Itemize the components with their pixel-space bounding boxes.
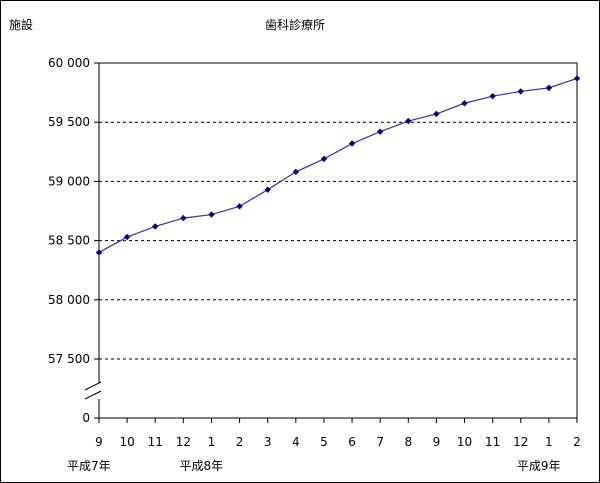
axis-break-mark <box>84 390 102 400</box>
y-tick-label: 59 000 <box>48 174 90 188</box>
x-year-label: 平成7年 <box>67 459 111 473</box>
data-point <box>348 140 356 147</box>
data-point <box>236 203 243 210</box>
x-tick-label: 11 <box>148 435 163 449</box>
axis-break-mark <box>84 381 102 391</box>
data-point <box>180 214 187 222</box>
x-tick-label: 5 <box>320 435 328 449</box>
x-tick-label: 4 <box>292 435 300 449</box>
y-tick-label: 60 000 <box>48 56 90 70</box>
x-year-label: 平成9年 <box>517 459 561 473</box>
data-point <box>405 117 412 125</box>
x-tick-label: 2 <box>236 435 244 449</box>
series-line <box>98 77 578 253</box>
axes <box>84 62 578 423</box>
x-tick-label: 9 <box>433 435 441 449</box>
data-point <box>123 233 131 241</box>
data-point <box>461 100 468 107</box>
data-point <box>517 88 524 95</box>
x-tick-label: 6 <box>348 435 356 449</box>
data-point <box>376 128 384 135</box>
x-tick-label: 1 <box>208 435 216 449</box>
x-tick-label: 2 <box>573 435 581 449</box>
gridlines <box>99 121 577 360</box>
x-tick-label: 12 <box>176 435 191 449</box>
y-axis-title: 施設 <box>9 17 33 32</box>
data-point <box>208 211 215 218</box>
x-year-label: 平成8年 <box>179 459 223 473</box>
x-tick-label: 10 <box>457 435 472 449</box>
data-point <box>545 84 553 92</box>
data-point <box>152 223 159 230</box>
data-point <box>95 249 103 256</box>
data-point <box>573 75 581 82</box>
y-tick-label: 58 000 <box>48 293 90 307</box>
y-tick-label: 58 500 <box>48 234 90 248</box>
y-tick-label-zero: 0 <box>82 411 90 425</box>
series-line-group <box>95 75 581 256</box>
y-tick-label: 57 500 <box>48 352 90 366</box>
data-point <box>433 110 440 118</box>
x-tick-label: 9 <box>95 435 103 449</box>
chart-title: 歯科診療所 <box>265 17 325 32</box>
y-tick-label: 59 500 <box>48 115 90 129</box>
data-point <box>489 92 496 100</box>
x-tick-label: 10 <box>119 435 134 449</box>
data-point <box>292 168 300 176</box>
plot-area-border <box>98 62 578 419</box>
data-point <box>320 155 328 163</box>
x-tick-label: 11 <box>485 435 500 449</box>
x-tick-label: 1 <box>545 435 553 449</box>
data-point <box>264 186 271 193</box>
x-tick-label: 12 <box>513 435 528 449</box>
x-tick-label: 3 <box>264 435 272 449</box>
axis-break-gap <box>85 383 101 399</box>
x-tick-label: 7 <box>376 435 384 449</box>
x-tick-label: 8 <box>404 435 412 449</box>
